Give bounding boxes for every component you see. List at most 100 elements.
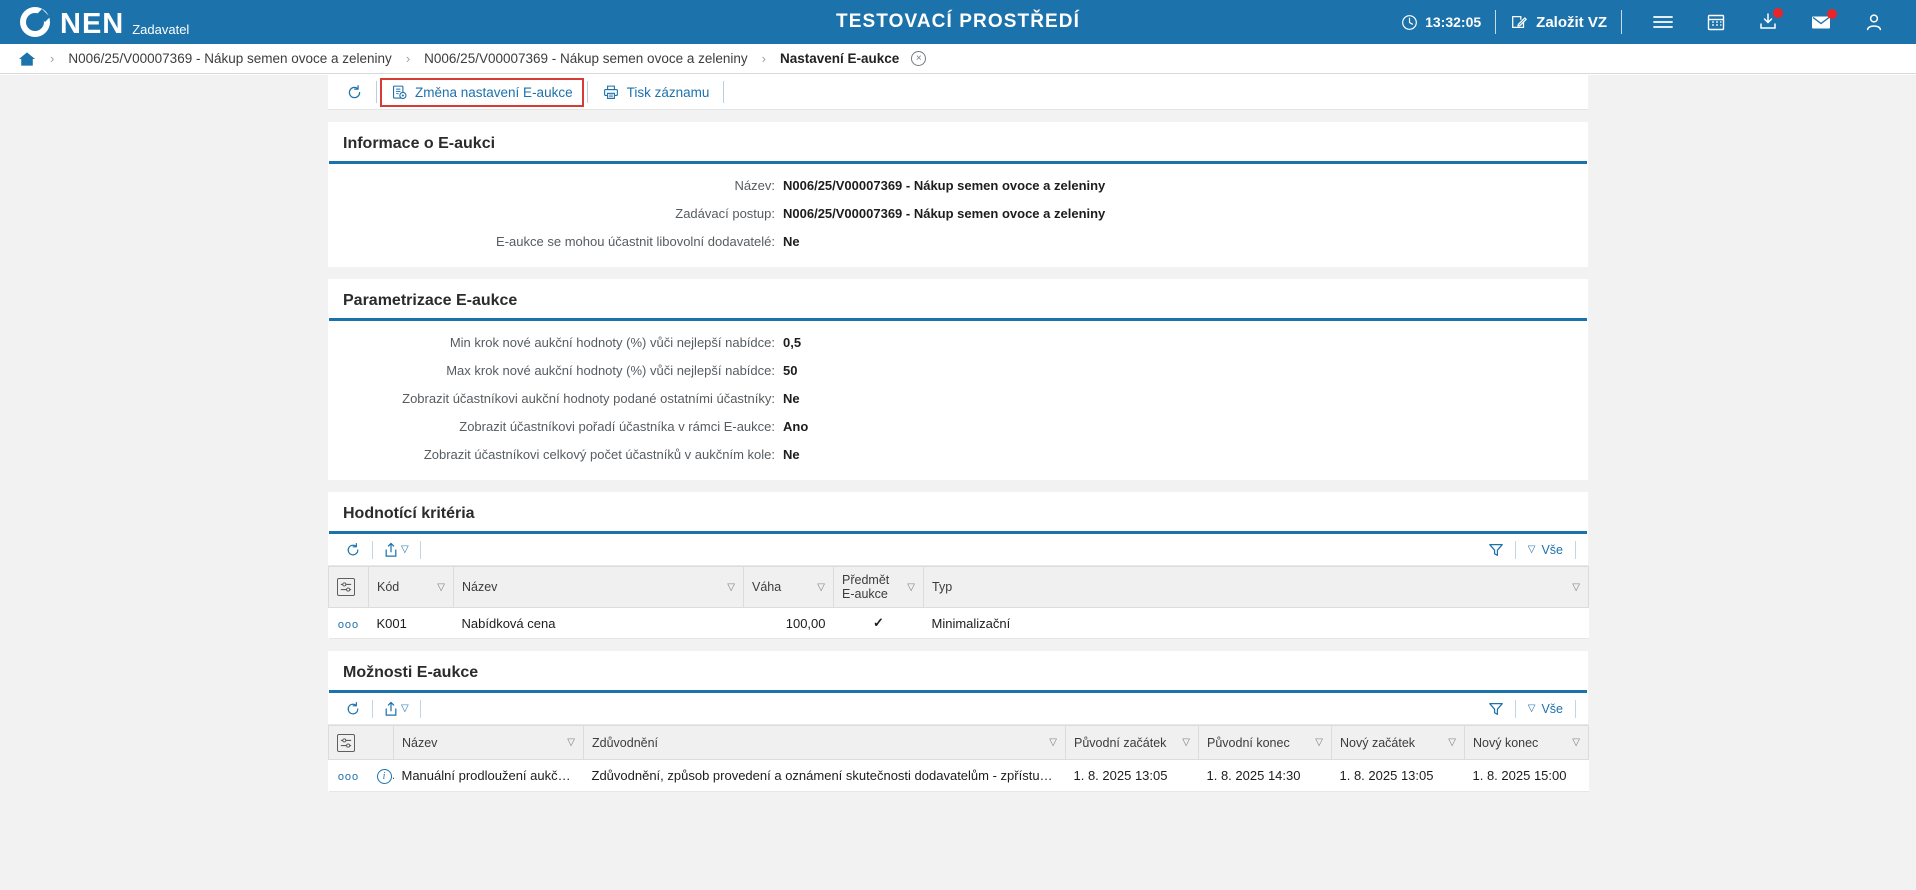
section-evaluation-criteria: Hodnotící kritéria <box>328 492 1589 639</box>
funnel-filter-icon[interactable] <box>1481 542 1511 558</box>
table-eauction-options: Název ▽ Zdůvodnění ▽ Původní začátek ▽ Půvo… <box>328 725 1589 792</box>
chevron-down-icon: ▽ <box>401 703 409 714</box>
table-row[interactable]: ooo i Manuální prodloužení aukčn… Zdůvod… <box>328 759 1589 792</box>
nen-logo-icon <box>20 7 50 37</box>
row-actions-cell[interactable]: ooo <box>328 759 369 792</box>
column-header-zduvodneni[interactable]: Zdůvodnění ▽ <box>583 725 1066 760</box>
field-value-zobrazit-poradi: Ano <box>783 419 809 434</box>
chevron-down-icon[interactable]: ▽ <box>1448 737 1456 748</box>
hamburger-menu-button[interactable] <box>1652 13 1674 31</box>
grid-toolbar-divider-3 <box>1514 540 1516 559</box>
calendar-icon <box>1707 14 1725 31</box>
column-label-puvodni-konec: Původní konec <box>1207 735 1290 750</box>
field-value-libovolni-dodavatele: Ne <box>783 234 800 249</box>
column-label-typ: Typ <box>932 580 953 594</box>
column-header-novy-zacatek[interactable]: Nový začátek ▽ <box>1331 725 1465 760</box>
export-upload-icon[interactable]: ▽ <box>377 701 416 717</box>
print-record-button[interactable]: Tisk záznamu <box>593 80 719 105</box>
filter-all-dropdown-kriteria[interactable]: ▽ Vše <box>1520 543 1571 557</box>
chevron-down-icon[interactable]: ▽ <box>437 581 445 593</box>
refresh-icon[interactable] <box>338 542 368 558</box>
column-label-nazev: Název <box>402 735 438 750</box>
section-title-moznosti: Možnosti E-aukce <box>329 651 1587 693</box>
column-label-puvodni-zacatek: Původní začátek <box>1074 735 1167 750</box>
settings-document-icon <box>392 85 407 99</box>
field-row-min-krok: Min krok nové aukční hodnoty (%) vůči ne… <box>328 335 1588 350</box>
row-info-cell[interactable]: i <box>368 759 394 792</box>
table-header-row-kriteria: Kód ▽ Název ▽ Váha ▽ Předmět E-aukce ▽ Typ ▽ <box>328 566 1589 608</box>
home-icon[interactable] <box>18 51 36 67</box>
field-label-min-krok: Min krok nové aukční hodnoty (%) vůči ne… <box>449 335 775 350</box>
printer-icon <box>603 85 618 99</box>
export-upload-icon[interactable]: ▽ <box>377 542 416 558</box>
column-header-nazev[interactable]: Název ▽ <box>453 566 744 608</box>
field-label-zobrazit-pocet: Zobrazit účastníkovi celkový počet účast… <box>423 447 775 462</box>
inbox-notification-badge <box>1773 8 1783 18</box>
field-label-zobrazit-poradi: Zobrazit účastníkovi pořadí účastníka v … <box>459 419 775 434</box>
column-header-predmet[interactable]: Předmět E-aukce ▽ <box>833 566 924 608</box>
column-label-vaha: Váha <box>752 580 782 594</box>
column-chooser-icon[interactable] <box>337 733 355 752</box>
column-header-vaha[interactable]: Váha ▽ <box>743 566 834 608</box>
funnel-filter-icon[interactable] <box>1481 701 1511 717</box>
column-header-typ[interactable]: Typ ▽ <box>923 566 1589 608</box>
inbox-button[interactable] <box>1758 8 1783 32</box>
breadcrumb-item-1[interactable]: N006/25/V00007369 - Nákup semen ovoce a … <box>68 51 392 66</box>
field-label-zobrazit-hodnoty: Zobrazit účastníkovi aukční hodnoty poda… <box>402 391 775 406</box>
breadcrumb-item-2[interactable]: N006/25/V00007369 - Nákup semen ovoce a … <box>424 51 748 66</box>
envelope-icon <box>1812 16 1830 29</box>
create-vz-button[interactable]: Založit VZ <box>1510 13 1607 31</box>
close-icon[interactable]: × <box>911 51 927 66</box>
chevron-down-icon[interactable]: ▽ <box>567 737 575 748</box>
refresh-icon[interactable] <box>338 701 368 717</box>
filter-all-label: Vše <box>1541 542 1563 557</box>
filter-all-label: Vše <box>1541 701 1563 716</box>
section-title-parametrizace: Parametrizace E-aukce <box>329 279 1587 321</box>
grid-toolbar-kriteria: ▽ ▽ Vše <box>328 534 1588 566</box>
refresh-glyph-icon <box>347 701 359 714</box>
chevron-down-icon[interactable]: ▽ <box>817 581 825 593</box>
header-actions: 13:32:05 Založit VZ <box>1401 8 1916 34</box>
column-header-kod[interactable]: Kód ▽ <box>368 566 454 608</box>
breadcrumb-separator-1: › <box>50 51 55 66</box>
field-value-min-krok: 0,5 <box>783 335 802 350</box>
column-settings-header[interactable] <box>328 725 394 760</box>
filter-all-dropdown-moznosti[interactable]: ▽ Vše <box>1520 702 1571 716</box>
row-actions-cell[interactable]: ooo <box>328 607 369 639</box>
column-header-puvodni-zacatek[interactable]: Původní začátek ▽ <box>1065 725 1199 760</box>
mail-notification-badge <box>1827 9 1837 19</box>
chevron-down-icon[interactable]: ▽ <box>1572 581 1580 593</box>
grid-toolbar-divider-1 <box>372 540 373 559</box>
change-eauction-settings-button[interactable]: Změna nastavení E-aukce <box>380 77 584 107</box>
chevron-down-icon[interactable]: ▽ <box>727 581 735 593</box>
brand-subtitle: Zadavatel <box>132 22 190 37</box>
info-icon[interactable]: i <box>376 769 392 784</box>
column-header-nazev[interactable]: Název ▽ <box>393 725 584 760</box>
column-header-novy-konec[interactable]: Nový konec ▽ <box>1464 725 1589 760</box>
chevron-down-icon[interactable]: ▽ <box>1049 737 1057 748</box>
refresh-glyph-icon <box>348 84 361 98</box>
cell-nazev: Manuální prodloužení aukčn… <box>393 759 584 792</box>
refresh-icon[interactable] <box>338 84 371 101</box>
grid-toolbar-divider-2 <box>419 540 421 559</box>
row-menu-icon[interactable]: ooo <box>337 771 360 783</box>
mail-button[interactable] <box>1810 9 1837 31</box>
chevron-down-icon[interactable]: ▽ <box>1182 737 1190 748</box>
cell-predmet-eaukce: ✓ <box>833 607 924 639</box>
column-label-kod: Kód <box>377 580 400 594</box>
change-eauction-settings-label: Změna nastavení E-aukce <box>415 84 573 100</box>
chevron-down-icon[interactable]: ▽ <box>1572 737 1580 748</box>
column-settings-header[interactable] <box>328 566 369 608</box>
row-menu-icon[interactable]: ooo <box>337 618 360 631</box>
column-chooser-icon[interactable] <box>337 578 355 596</box>
grid-toolbar-divider-4 <box>1575 699 1576 718</box>
calendar-button[interactable] <box>1706 12 1726 32</box>
table-row[interactable]: ooo K001 Nabídková cena 100,00 ✓ Minimal… <box>328 607 1589 639</box>
brand-logo-area[interactable]: NEN Zadavatel <box>0 5 189 39</box>
page-background: Změna nastavení E-aukce Tisk záznamu Inf… <box>0 75 1916 890</box>
user-account-button[interactable] <box>1864 12 1884 32</box>
column-header-puvodni-konec[interactable]: Původní konec ▽ <box>1198 725 1332 760</box>
chevron-down-icon: ▽ <box>1527 703 1536 714</box>
chevron-down-icon[interactable]: ▽ <box>907 581 915 593</box>
chevron-down-icon[interactable]: ▽ <box>1315 737 1323 748</box>
